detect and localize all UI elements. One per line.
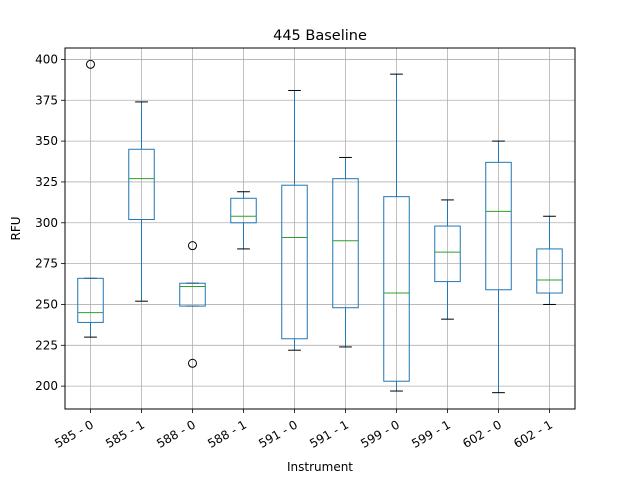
- y-tick-label: 225: [35, 338, 58, 352]
- box-588-1: [230, 191, 257, 250]
- iqr-box: [77, 277, 104, 323]
- iqr-box: [128, 148, 155, 221]
- box-602-1: [536, 215, 563, 305]
- y-tick-label: 400: [35, 52, 58, 66]
- iqr-box: [230, 197, 257, 224]
- x-tick-label: 602 - 1: [511, 417, 555, 450]
- iqr-box: [434, 225, 461, 283]
- y-axis-title: RFU: [9, 216, 23, 240]
- y-tick-label: 375: [35, 93, 58, 107]
- box-591-0: [281, 89, 308, 351]
- x-tick-label: 602 - 0: [460, 417, 504, 450]
- y-axis: 200 225 250 275 300 325 350 375 400: [35, 52, 65, 393]
- y-tick-label: 325: [35, 175, 58, 189]
- outlier-point: [86, 59, 95, 69]
- iqr-box: [536, 248, 563, 294]
- outlier-point: [188, 358, 197, 368]
- iqr-box: [383, 196, 410, 382]
- chart-title: 445 Baseline: [273, 28, 367, 44]
- x-tick-label: 599 - 0: [358, 417, 402, 450]
- y-tick-label: 300: [35, 216, 58, 230]
- iqr-box: [332, 178, 359, 309]
- x-axis: 585 - 0 585 - 1 588 - 0 588 - 1 591 - 0 591 -…: [52, 409, 555, 451]
- x-tick-label: 585 - 1: [103, 417, 147, 450]
- box-588-0: [179, 241, 206, 368]
- x-tick-label: 591 - 0: [256, 417, 300, 450]
- box-599-0: [383, 73, 410, 392]
- box-591-1: [332, 156, 359, 348]
- iqr-box: [179, 282, 206, 307]
- box-585-1: [128, 101, 155, 302]
- box-602-0: [485, 140, 512, 394]
- x-tick-label: 599 - 1: [409, 417, 453, 450]
- plot-frame: [64, 47, 576, 410]
- y-tick-label: 200: [35, 379, 58, 393]
- y-tick-label: 350: [35, 134, 58, 148]
- outlier-point: [188, 241, 197, 251]
- iqr-box: [281, 184, 308, 340]
- x-tick-label: 585 - 0: [52, 417, 96, 450]
- x-axis-title: Instrument: [287, 460, 353, 474]
- y-tick-label: 275: [35, 257, 58, 271]
- x-tick-label: 588 - 0: [154, 417, 198, 450]
- box-585-0: [77, 59, 104, 338]
- box-599-1: [434, 199, 461, 320]
- x-tick-label: 588 - 1: [205, 417, 249, 450]
- box-layer: [77, 59, 563, 394]
- x-tick-label: 591 - 1: [307, 417, 351, 450]
- y-tick-label: 250: [35, 297, 58, 311]
- iqr-box: [485, 161, 512, 291]
